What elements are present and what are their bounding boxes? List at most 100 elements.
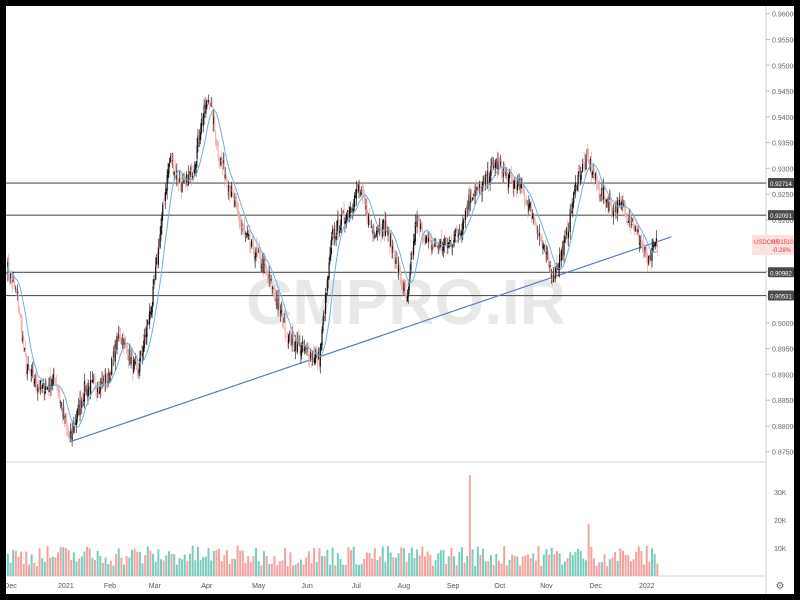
volume-bar <box>645 545 648 576</box>
volume-bar <box>186 560 189 576</box>
candle-body <box>76 409 78 419</box>
candle-body <box>552 277 554 282</box>
candle-body <box>27 364 29 370</box>
candle-body <box>573 192 575 204</box>
volume-bar <box>379 556 382 576</box>
candle-body <box>395 256 397 264</box>
volume-bar <box>603 554 606 576</box>
volume-bar <box>138 551 141 576</box>
candle-body <box>622 197 624 209</box>
candle-body <box>32 369 34 381</box>
candle-body <box>399 266 401 280</box>
candle-body <box>208 101 210 104</box>
candle-body <box>318 351 320 367</box>
candle-body <box>500 161 502 165</box>
gear-icon[interactable]: ⚙ <box>776 581 785 592</box>
candle-body <box>252 242 254 254</box>
candle-body <box>486 170 489 185</box>
candle-body <box>272 286 274 290</box>
candle-body <box>459 234 461 237</box>
candle-body <box>23 337 25 349</box>
candle-body <box>356 187 358 189</box>
volume-bar <box>46 546 49 576</box>
candle-body <box>346 210 349 212</box>
candle-body <box>288 332 291 336</box>
candle-body <box>106 381 108 383</box>
candle-body <box>632 220 634 222</box>
candle-body <box>332 229 334 235</box>
candle-body <box>471 198 474 200</box>
volume-bar <box>360 564 363 576</box>
candle-body <box>156 257 159 263</box>
candle-body <box>449 240 451 242</box>
volume-bar <box>416 549 419 576</box>
candle-body <box>286 333 288 335</box>
candle-body <box>142 346 144 353</box>
candle-body <box>177 171 179 180</box>
volume-bar <box>608 559 611 576</box>
candle-body <box>359 186 361 194</box>
volume-bar <box>352 546 355 576</box>
candle-body <box>554 275 556 280</box>
volume-bar <box>133 548 136 576</box>
candle-body <box>36 382 38 389</box>
volume-bar <box>9 562 12 576</box>
candle-body <box>126 345 128 350</box>
volume-bar <box>83 551 86 576</box>
candle-body <box>212 107 214 125</box>
candle-body <box>368 215 370 226</box>
time-axis-label: Jun <box>301 583 312 590</box>
candle-body <box>262 257 264 272</box>
candle-body <box>203 105 205 119</box>
candle-body <box>103 378 105 380</box>
candle-body <box>596 174 598 185</box>
candle-body <box>54 377 56 386</box>
volume-bar <box>260 565 263 576</box>
candle-body <box>285 335 287 337</box>
volume-bar <box>466 555 469 576</box>
candle-body <box>326 279 328 292</box>
candle-body <box>101 378 103 385</box>
candle-body <box>118 333 120 338</box>
volume-bar <box>505 565 508 576</box>
candle-body <box>653 245 655 248</box>
candle-body <box>209 105 211 107</box>
volume-bar <box>563 561 566 576</box>
volume-bar <box>590 546 593 576</box>
candle-body <box>375 235 377 237</box>
candle-body <box>134 362 136 364</box>
candle-body <box>40 383 42 388</box>
price-tick-label: 0.87500 <box>772 450 794 457</box>
volume-bar <box>566 558 569 576</box>
candle-body <box>446 243 448 249</box>
candle-body <box>24 347 26 351</box>
candle-body <box>207 101 209 104</box>
candle-body <box>150 311 152 316</box>
volume-bar <box>218 548 221 576</box>
candle-body <box>68 436 71 439</box>
candle-body <box>200 119 203 133</box>
candle-body <box>157 247 159 265</box>
candle-body <box>367 217 369 224</box>
candle-body <box>187 174 189 186</box>
trendline[interactable] <box>69 236 672 443</box>
candle-body <box>82 399 85 401</box>
candle-body <box>243 226 245 229</box>
candle-body <box>614 208 616 216</box>
volume-bar <box>328 564 331 576</box>
candle-body <box>453 240 455 246</box>
candle-body <box>236 206 239 213</box>
candle-body <box>640 241 643 246</box>
candle-body <box>362 194 364 196</box>
candle-body <box>463 220 465 223</box>
candle-body <box>478 184 481 188</box>
candle-body <box>648 257 650 263</box>
candle-body <box>479 182 482 187</box>
candle-body <box>595 173 597 179</box>
candle-body <box>39 380 42 390</box>
volume-bar <box>331 547 334 576</box>
candle-body <box>119 334 122 340</box>
